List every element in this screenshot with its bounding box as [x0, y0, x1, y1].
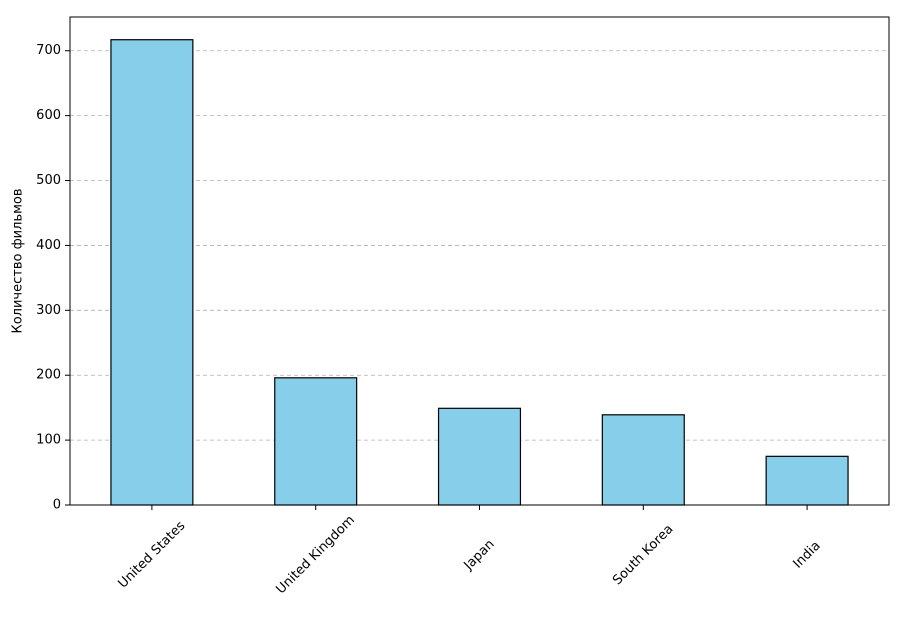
x-tick-label: United States: [115, 518, 188, 591]
bar: [601, 414, 685, 506]
y-tick-label: 600: [36, 108, 61, 123]
bar: [110, 39, 194, 506]
y-tick-label: 200: [36, 368, 61, 383]
x-tick-label: Japan: [461, 537, 498, 574]
x-tick-label: South Korea: [610, 522, 676, 588]
bar: [765, 455, 849, 506]
y-tick-label: 500: [36, 173, 61, 188]
bar: [274, 377, 358, 506]
y-tick-label: 100: [36, 433, 61, 448]
y-axis-label: Количество фильмов: [11, 188, 26, 333]
bar: [437, 407, 522, 506]
plot-frame: [69, 16, 890, 506]
y-tick-label: 300: [36, 303, 61, 318]
y-tick-label: 0: [53, 498, 61, 513]
x-tick-label: United Kingdom: [274, 513, 358, 597]
x-tick-label: India: [791, 538, 824, 571]
y-tick-label: 700: [36, 43, 61, 58]
y-tick-label: 400: [36, 238, 61, 253]
